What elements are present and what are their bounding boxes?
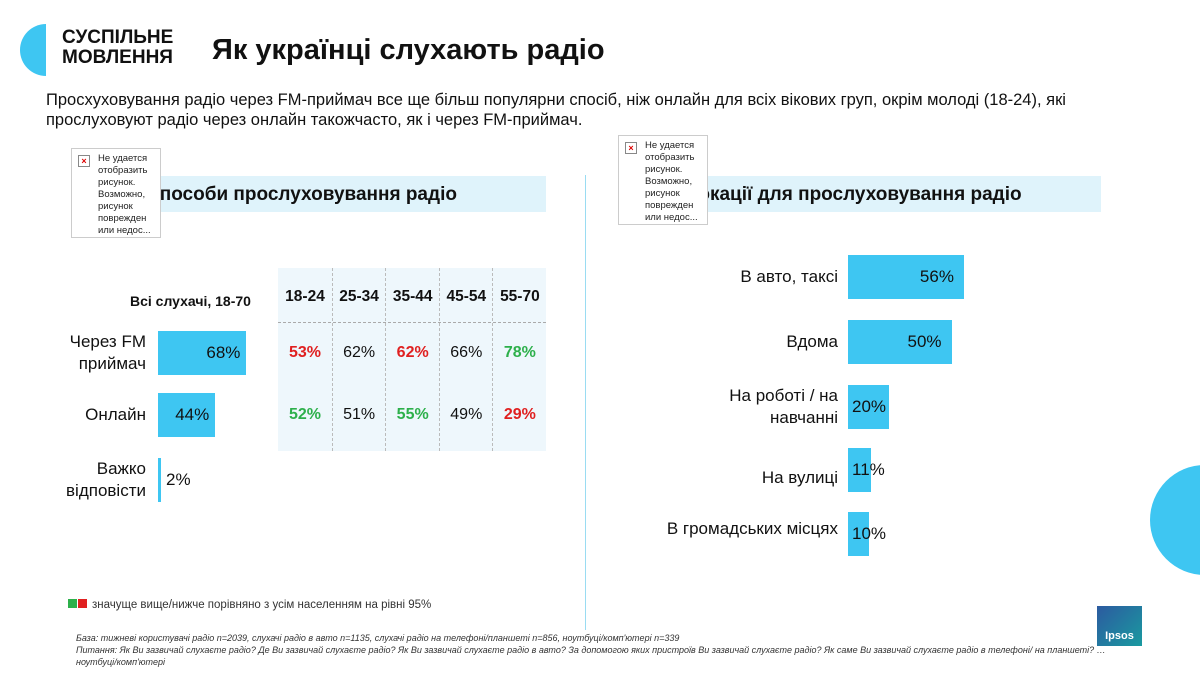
left-bar-label: Важко відповісти bbox=[66, 459, 146, 500]
age-cell: 29% bbox=[503, 406, 536, 423]
brand-line1: СУСПІЛЬНЕ bbox=[62, 27, 174, 48]
decorative-circle bbox=[1150, 465, 1200, 575]
right-bar bbox=[848, 512, 869, 556]
ipsos-logo: Ipsos bbox=[1097, 606, 1142, 646]
age-column: 18-24 53% 52% bbox=[278, 268, 332, 451]
age-column: 55-70 78% 29% bbox=[492, 268, 546, 451]
right-bar-label: В громадських місцях bbox=[666, 519, 838, 538]
age-table: 18-24 53% 52% 25-34 62% 51% 35-44 62% 55% 45-54 66… bbox=[278, 268, 546, 451]
left-bar-value: 44% bbox=[175, 405, 210, 424]
right-title-text: Локації для прослуховування радіо bbox=[685, 184, 1022, 205]
brand-logo: СУСПІЛЬНЕ МОВЛЕННЯ bbox=[62, 28, 173, 68]
right-bar-label: Вдома bbox=[786, 332, 838, 351]
right-bar-value: 20% bbox=[852, 397, 887, 416]
legend: значуще вище/нижче порівняно з усім насе… bbox=[68, 598, 472, 612]
age-cell: 49% bbox=[450, 406, 483, 423]
legend-green-swatch bbox=[68, 599, 77, 608]
age-column: 35-44 62% 55% bbox=[385, 268, 439, 451]
left-bar bbox=[158, 458, 161, 502]
right-bar bbox=[848, 448, 871, 492]
legend-red-swatch bbox=[78, 599, 87, 608]
broken-image-icon: × bbox=[625, 142, 637, 154]
age-cell: 52% bbox=[288, 406, 322, 423]
left-bar-label: Через FM приймач bbox=[69, 332, 146, 373]
left-bar-value: 2% bbox=[166, 470, 191, 489]
age-header: 45-54 bbox=[446, 288, 487, 305]
brand-line2: МОВЛЕННЯ bbox=[62, 47, 173, 68]
right-bar bbox=[848, 385, 890, 429]
right-bar-value: 11% bbox=[852, 460, 885, 479]
right-bar-label: В авто, таксі bbox=[740, 267, 838, 286]
left-title-text: Способи прослуховування радіо bbox=[146, 184, 457, 205]
footnote-question: Питання: Як Ви зазвичай слухаєте радіо? … bbox=[76, 645, 1106, 667]
broken-image-text: Не удается отобразить рисунок. Возможно,… bbox=[98, 153, 151, 236]
broken-image-icon: × bbox=[78, 155, 90, 167]
right-bar bbox=[848, 320, 952, 364]
footnote: База: тижневі користувачі радіо n=2039, … bbox=[76, 632, 1106, 668]
subtitle: Просхуховування радіо через FM-приймач в… bbox=[46, 91, 1066, 129]
right-bar-value: 10% bbox=[852, 524, 887, 543]
left-bar-label: Онлайн bbox=[85, 405, 146, 424]
age-cell: 78% bbox=[503, 344, 536, 361]
broken-image-placeholder: × Не удается отобразить рисунок. Возможно… bbox=[618, 135, 708, 225]
right-bar-label: На роботі / на навчанні bbox=[729, 386, 838, 427]
right-bar-label: На вулиці bbox=[761, 468, 838, 487]
right-bar-value: 50% bbox=[907, 332, 942, 351]
table-divider bbox=[278, 322, 546, 323]
legend-text: значуще вище/нижче порівняно з усім насе… bbox=[92, 599, 432, 611]
page-title: Як українці слухають радіо bbox=[212, 34, 605, 66]
age-cell: 66% bbox=[450, 344, 483, 361]
left-bar bbox=[158, 331, 247, 375]
age-header: 18-24 bbox=[285, 288, 325, 305]
age-column: 25-34 62% 51% bbox=[331, 268, 386, 451]
left-bar bbox=[158, 393, 216, 437]
age-column: 45-54 66% 49% bbox=[438, 268, 493, 451]
left-bar-value: 68% bbox=[206, 343, 241, 362]
right-bar bbox=[848, 255, 964, 299]
age-header: 55-70 bbox=[500, 288, 540, 305]
age-cell: 62% bbox=[343, 344, 376, 361]
age-header: 35-44 bbox=[392, 288, 433, 305]
age-header: 25-34 bbox=[339, 288, 379, 305]
broken-image-text: Не удается отобразить рисунок. Возможно,… bbox=[645, 140, 698, 223]
age-cell: 51% bbox=[343, 406, 376, 423]
age-cell: 62% bbox=[396, 344, 429, 361]
divider bbox=[585, 175, 586, 630]
footnote-base: База: тижневі користувачі радіо n=2039, … bbox=[76, 633, 680, 643]
age-cell: 53% bbox=[288, 344, 322, 361]
age-cell: 55% bbox=[396, 406, 429, 423]
right-bar-value: 56% bbox=[919, 267, 954, 286]
broken-image-placeholder: × Не удается отобразить рисунок. Возможно… bbox=[71, 148, 161, 238]
all-listeners-label: Всі слухачі, 18-70 bbox=[130, 293, 251, 309]
